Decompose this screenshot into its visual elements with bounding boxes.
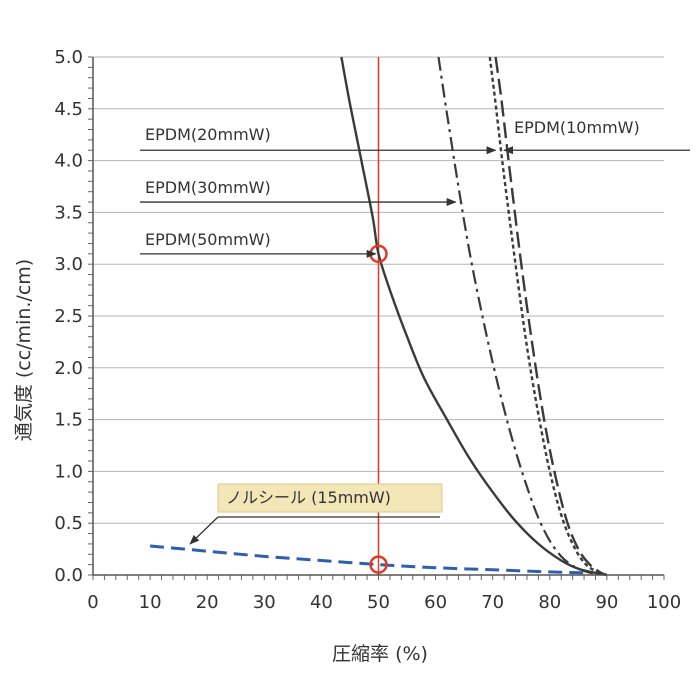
annotations-group: EPDM(50mmW) EPDM(30mmW) EPDM(20mmW) EPDM(10… [140,118,690,545]
x-tick-label: 40 [310,592,333,613]
y-tick-label: 0.5 [54,513,83,534]
y-tick-label: 4.5 [54,99,83,120]
y-tick-label: 3.0 [54,254,83,275]
y-tick-label: 2.5 [54,306,83,327]
callout-label-a10: EPDM(10mmW) [514,118,640,137]
callout-label-a30: EPDM(30mmW) [145,178,271,197]
y-tick-label: 1.5 [54,410,83,431]
x-tick-label: 10 [139,592,162,613]
y-tick-label: 1.0 [54,461,83,482]
series-line-epdm-30mmw [437,56,608,577]
callout-box-norseal [217,483,443,513]
series-line-epdm-10mmw [494,56,608,577]
callout-arrow-norseal [189,516,219,545]
y-tick-label: 5.0 [54,47,83,68]
x-tick-label: 80 [538,592,561,613]
callout-label-anor: ノルシール (15mmW) [226,488,391,507]
x-tick-label: 90 [595,592,618,613]
y-tick-label: 0.0 [54,565,83,586]
x-tick-label: 20 [196,592,219,613]
marker-circle-1 [369,555,388,574]
y-tick-label: 2.0 [54,358,83,379]
callout-label-a50: EPDM(50mmW) [145,230,271,249]
x-tick-label: 70 [481,592,504,613]
y-axis-label: 通気度 (cc/min./cm) [13,259,35,441]
series-line-15mmw [149,544,590,575]
x-tick-label: 50 [367,592,390,613]
axes-group: 0.0 0.5 1.0 1.5 2.0 2.5 3.0 3.5 4.0 4.5 5.0 0 10 20 30… [54,47,681,613]
x-tick-label: 100 [647,592,681,613]
y-tick-label: 3.5 [54,202,83,223]
x-tick-label: 30 [253,592,276,613]
x-axis-label: 圧縮率 (%) [332,643,428,665]
callout-label-a20: EPDM(20mmW) [145,125,271,144]
series-line-epdm-20mmw [488,56,608,577]
x-tick-label: 60 [424,592,447,613]
y-tick-label: 4.0 [54,151,83,172]
x-tick-label: 0 [87,592,98,613]
